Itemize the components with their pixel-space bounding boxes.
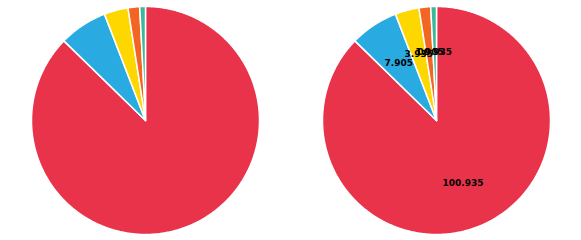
svg-text:7.905: 7.905 <box>384 58 412 68</box>
svg-text:100.935: 100.935 <box>442 178 483 188</box>
svg-text:00.935: 00.935 <box>417 47 452 57</box>
